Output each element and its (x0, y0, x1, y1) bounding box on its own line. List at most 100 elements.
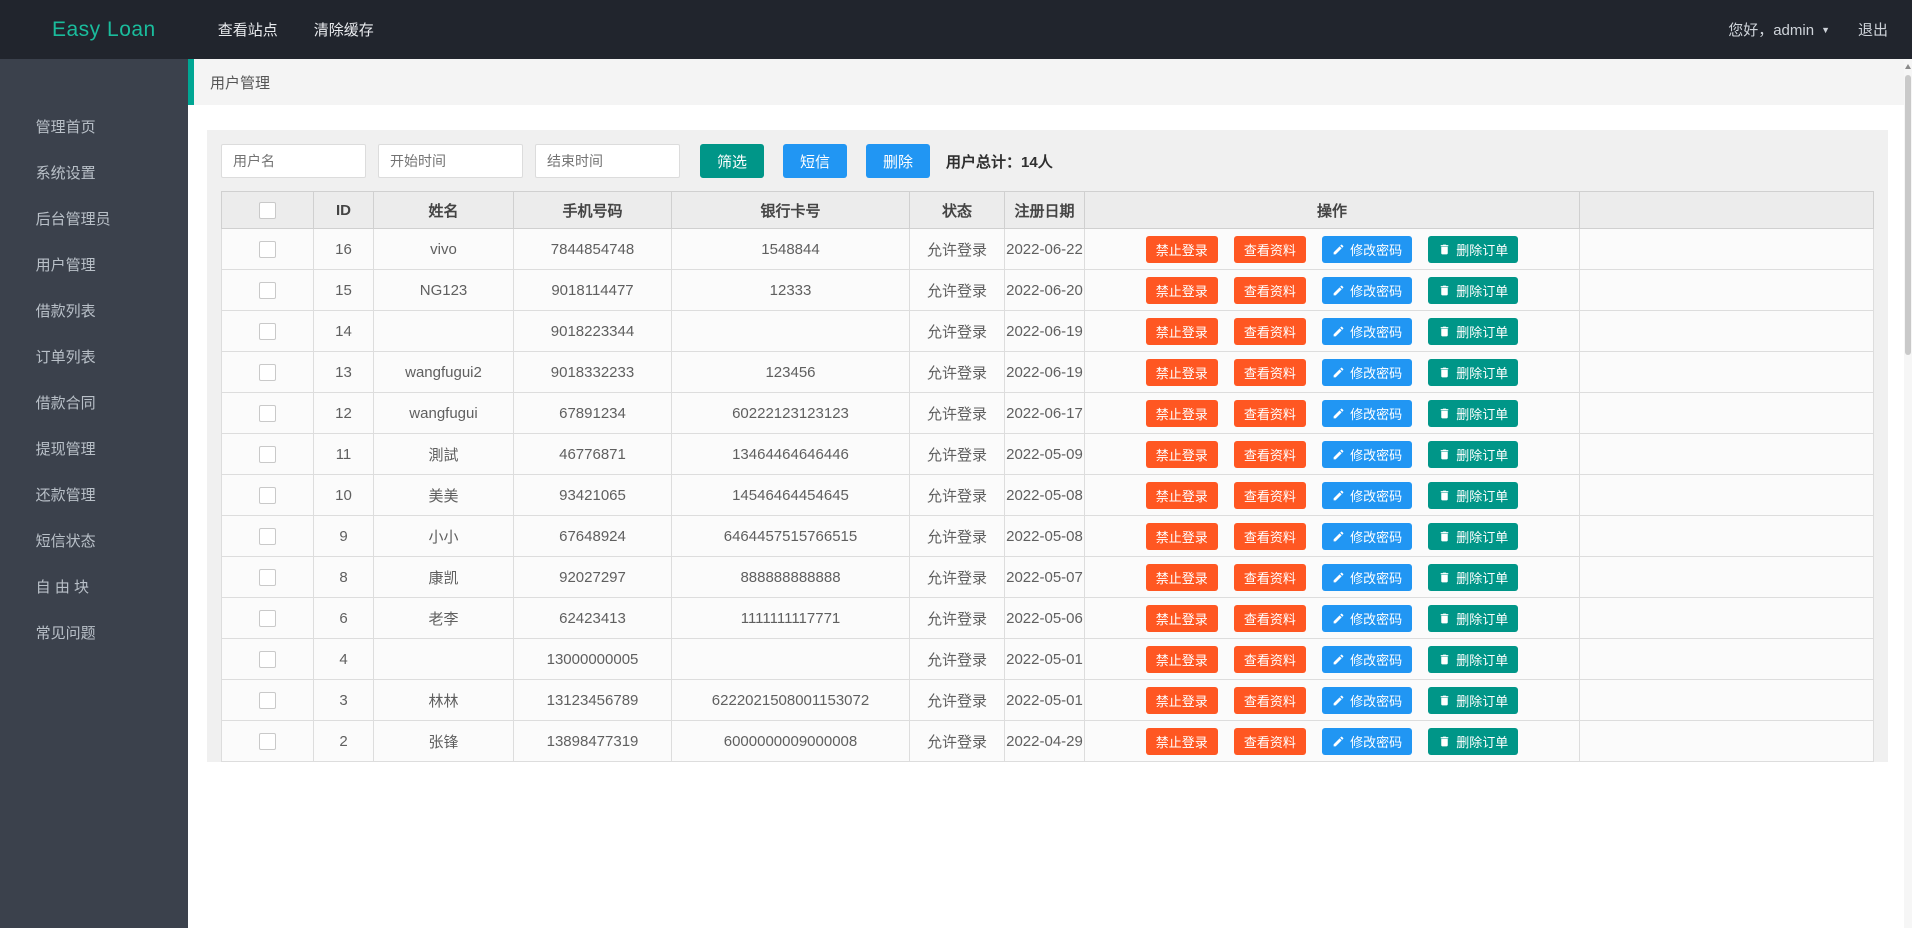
cell-spacer (1579, 515, 1874, 557)
brand-logo[interactable]: Easy Loan (52, 17, 156, 41)
row-checkbox[interactable] (259, 650, 276, 668)
row-checkbox[interactable] (259, 363, 276, 381)
forbid-login-button[interactable]: 禁止登录 (1145, 727, 1218, 755)
view-profile-button[interactable]: 查看资料 (1233, 399, 1306, 427)
delete-order-button[interactable]: 删除订单 (1428, 440, 1519, 468)
sidebar-item[interactable]: 还款管理 (0, 427, 188, 504)
forbid-login-button[interactable]: 禁止登录 (1145, 563, 1218, 591)
delete-order-button[interactable]: 删除订单 (1428, 276, 1519, 304)
logout-link[interactable]: 退出 (1857, 22, 1888, 39)
nav-view-site-link[interactable]: 查看站点 (217, 22, 278, 39)
sidebar-item[interactable]: 自 由 块 (0, 519, 188, 596)
delete-order-button[interactable]: 删除订单 (1428, 563, 1519, 591)
view-profile-button[interactable]: 查看资料 (1233, 317, 1306, 345)
row-checkbox[interactable] (259, 732, 276, 750)
view-profile-button[interactable]: 查看资料 (1233, 604, 1306, 632)
change-password-button[interactable]: 修改密码 (1322, 563, 1413, 591)
scrollbar-thumb[interactable] (1905, 75, 1911, 355)
forbid-login-button[interactable]: 禁止登录 (1145, 358, 1218, 386)
user-greeting-dropdown[interactable]: 您好，admin ▼ (1728, 19, 1830, 40)
sms-button[interactable]: 短信 (783, 144, 848, 178)
delete-order-button[interactable]: 删除订单 (1428, 317, 1519, 345)
cell-actions (1084, 761, 1580, 762)
forbid-login-button[interactable]: 禁止登录 (1145, 645, 1218, 673)
view-profile-button[interactable]: 查看资料 (1233, 727, 1306, 755)
view-profile-button[interactable]: 查看资料 (1233, 440, 1306, 468)
change-password-button[interactable]: 修改密码 (1322, 235, 1413, 263)
sidebar-item[interactable]: 管理首页 (0, 59, 188, 136)
sidebar-item[interactable]: 短信状态 (0, 473, 188, 550)
view-profile-button[interactable]: 查看资料 (1233, 686, 1306, 714)
change-password-button[interactable]: 修改密码 (1322, 276, 1413, 304)
change-password-button[interactable]: 修改密码 (1322, 317, 1413, 345)
sidebar-item[interactable]: 系统设置 (0, 105, 188, 182)
cell-spacer (1579, 556, 1874, 598)
row-checkbox[interactable] (259, 609, 276, 627)
delete-order-button[interactable]: 删除订单 (1428, 686, 1519, 714)
forbid-login-button[interactable]: 禁止登录 (1145, 522, 1218, 550)
view-profile-button[interactable]: 查看资料 (1233, 645, 1306, 673)
change-password-button[interactable]: 修改密码 (1322, 440, 1413, 468)
row-checkbox[interactable] (259, 568, 276, 586)
forbid-login-button[interactable]: 禁止登录 (1145, 235, 1218, 263)
cell-phone: 92027297 (513, 556, 672, 598)
sidebar-item[interactable]: 借款合同 (0, 335, 188, 412)
delete-button[interactable]: 删除 (866, 144, 931, 178)
delete-order-button[interactable]: 删除订单 (1428, 727, 1519, 755)
delete-order-button[interactable]: 删除订单 (1428, 604, 1519, 632)
forbid-login-button[interactable]: 禁止登录 (1145, 604, 1218, 632)
pencil-icon (1332, 653, 1345, 666)
select-all-checkbox[interactable] (259, 201, 276, 219)
vertical-scrollbar[interactable] (1904, 59, 1912, 928)
sidebar-item[interactable]: 用户管理 (0, 197, 188, 274)
row-checkbox[interactable] (259, 322, 276, 340)
view-profile-button[interactable]: 查看资料 (1233, 563, 1306, 591)
delete-order-button[interactable]: 删除订单 (1428, 645, 1519, 673)
view-profile-button[interactable]: 查看资料 (1233, 276, 1306, 304)
forbid-login-button[interactable]: 禁止登录 (1145, 686, 1218, 714)
row-checkbox[interactable] (259, 240, 276, 258)
delete-order-button[interactable]: 删除订单 (1428, 235, 1519, 263)
change-password-button[interactable]: 修改密码 (1322, 358, 1413, 386)
change-password-button[interactable]: 修改密码 (1322, 399, 1413, 427)
change-password-button[interactable]: 修改密码 (1322, 727, 1413, 755)
view-profile-button[interactable]: 查看资料 (1233, 522, 1306, 550)
start-time-input[interactable] (378, 144, 523, 178)
nav-clear-cache-link[interactable]: 清除缓存 (313, 22, 374, 39)
change-password-button[interactable]: 修改密码 (1322, 604, 1413, 632)
row-checkbox[interactable] (259, 404, 276, 422)
row-checkbox[interactable] (259, 527, 276, 545)
scrollbar-up-arrow-icon[interactable] (1905, 64, 1911, 69)
sidebar-item[interactable]: 订单列表 (0, 289, 188, 366)
forbid-login-button[interactable]: 禁止登录 (1145, 317, 1218, 345)
view-profile-button[interactable]: 查看资料 (1233, 358, 1306, 386)
row-checkbox[interactable] (259, 691, 276, 709)
forbid-login-button[interactable]: 禁止登录 (1145, 440, 1218, 468)
delete-order-button[interactable]: 删除订单 (1428, 481, 1519, 509)
change-password-button[interactable]: 修改密码 (1322, 686, 1413, 714)
filter-button[interactable]: 筛选 (700, 144, 765, 178)
sidebar-item[interactable]: 常见问题 (0, 565, 188, 642)
username-input[interactable] (221, 144, 366, 178)
cell-actions: 禁止登录 查看资料 修改密码 删除订单 (1084, 679, 1580, 721)
sidebar-item[interactable]: 后台管理员 (0, 151, 188, 228)
sidebar-item[interactable]: 提现管理 (0, 381, 188, 458)
view-profile-button[interactable]: 查看资料 (1233, 481, 1306, 509)
row-checkbox[interactable] (259, 445, 276, 463)
change-password-button[interactable]: 修改密码 (1322, 522, 1413, 550)
pencil-icon (1332, 571, 1345, 584)
change-password-button[interactable]: 修改密码 (1322, 645, 1413, 673)
forbid-login-button[interactable]: 禁止登录 (1145, 399, 1218, 427)
change-password-button[interactable]: 修改密码 (1322, 481, 1413, 509)
end-time-input[interactable] (535, 144, 680, 178)
sidebar-item[interactable]: 借款列表 (0, 243, 188, 320)
delete-order-button[interactable]: 删除订单 (1428, 358, 1519, 386)
row-checkbox[interactable] (259, 486, 276, 504)
table-row: 12 wangfugui 67891234 60222123123123 允许登… (221, 392, 1874, 434)
forbid-login-button[interactable]: 禁止登录 (1145, 276, 1218, 304)
forbid-login-button[interactable]: 禁止登录 (1145, 481, 1218, 509)
delete-order-button[interactable]: 删除订单 (1428, 399, 1519, 427)
row-checkbox[interactable] (259, 281, 276, 299)
view-profile-button[interactable]: 查看资料 (1233, 235, 1306, 263)
delete-order-button[interactable]: 删除订单 (1428, 522, 1519, 550)
